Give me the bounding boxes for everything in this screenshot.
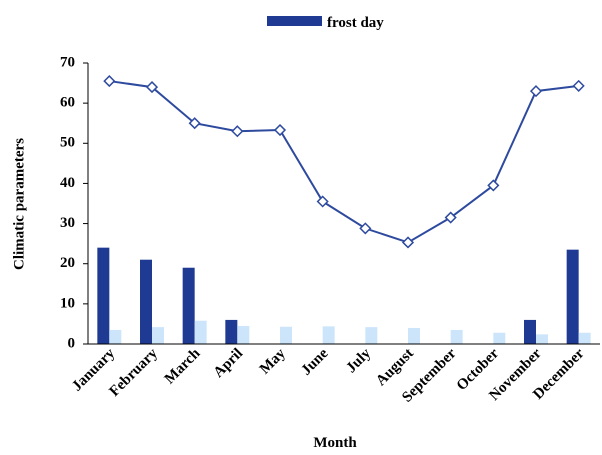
marker xyxy=(188,117,201,130)
bar xyxy=(578,332,591,344)
bar xyxy=(97,247,110,344)
y-tick-label: 30 xyxy=(60,215,75,231)
legend-swatch xyxy=(267,16,322,26)
y-tick-label: 20 xyxy=(60,255,75,271)
line xyxy=(109,80,579,244)
bar xyxy=(152,327,164,344)
marker xyxy=(103,75,116,88)
bar xyxy=(408,327,420,344)
x-axis-title: Month xyxy=(313,435,357,451)
y-tick-label: 0 xyxy=(68,335,76,351)
marker xyxy=(273,123,287,137)
y-tick-label: 40 xyxy=(60,175,75,191)
x-tick-label: May xyxy=(257,345,289,377)
y-tick-label: 70 xyxy=(60,54,75,70)
x-tick-label: April xyxy=(211,346,246,381)
bar xyxy=(140,259,152,344)
bar xyxy=(280,326,292,344)
y-axis-title: Climatic parameters xyxy=(11,138,27,270)
marker xyxy=(444,211,457,224)
y-tick-label: 60 xyxy=(60,95,75,111)
bar xyxy=(365,327,378,344)
marker xyxy=(487,179,500,192)
bar xyxy=(536,334,548,344)
bar xyxy=(237,325,250,344)
bar xyxy=(109,329,122,344)
marker xyxy=(145,81,159,94)
bar xyxy=(566,249,579,344)
marker xyxy=(231,125,244,138)
x-tick-label: June xyxy=(298,345,331,378)
marker xyxy=(529,85,543,98)
x-tick-label: July xyxy=(343,345,374,376)
marker xyxy=(401,236,415,249)
bar xyxy=(450,329,463,344)
bar xyxy=(225,319,238,344)
bar xyxy=(493,332,506,344)
bar xyxy=(194,320,207,344)
bar xyxy=(524,319,536,344)
x-tick-label: March xyxy=(162,345,204,387)
y-tick-label: 10 xyxy=(60,295,75,311)
legend-label: frost day xyxy=(327,15,384,31)
y-tick-label: 50 xyxy=(60,135,75,151)
bar xyxy=(322,326,335,344)
marker xyxy=(359,222,372,235)
marker xyxy=(316,195,329,208)
bar xyxy=(182,267,195,344)
marker xyxy=(572,79,585,92)
